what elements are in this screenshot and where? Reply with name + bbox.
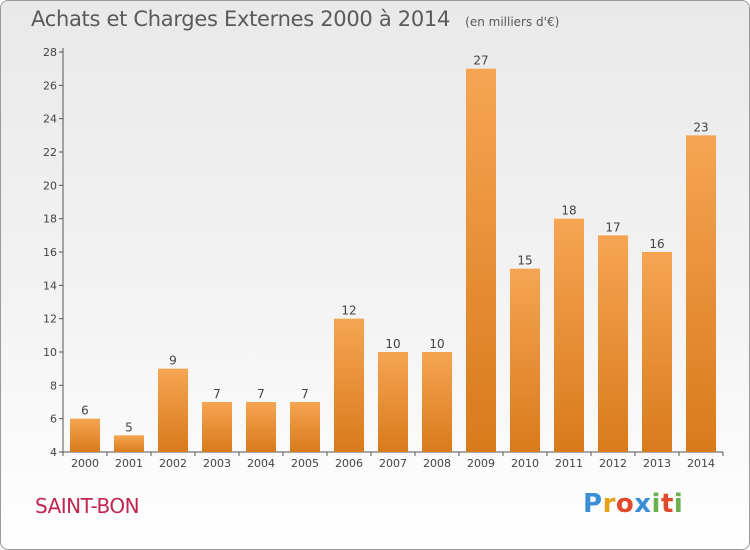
bar	[466, 68, 496, 453]
bar	[114, 435, 144, 452]
bar	[70, 418, 100, 452]
bar	[202, 402, 232, 452]
bar	[422, 352, 452, 452]
value-label: 7	[257, 387, 265, 401]
x-tick-label: 2013	[643, 457, 671, 470]
bar	[378, 352, 408, 452]
x-tick-label: 2002	[159, 457, 187, 470]
bar	[510, 268, 540, 452]
y-tick-label: 8	[50, 379, 57, 392]
x-tick-label: 2012	[599, 457, 627, 470]
x-tick-label: 2009	[467, 457, 495, 470]
value-label: 23	[693, 120, 708, 134]
bar	[554, 218, 584, 452]
value-label: 17	[605, 220, 620, 234]
x-tick-label: 2014	[687, 457, 715, 470]
logo-letter: r	[602, 489, 616, 519]
value-label: 12	[341, 304, 356, 318]
bar	[686, 135, 716, 453]
value-label: 5	[125, 420, 133, 434]
y-tick-label: 20	[43, 179, 57, 192]
x-tick-label: 2010	[511, 457, 539, 470]
value-label: 10	[385, 337, 400, 351]
chart-title: Achats et Charges Externes 2000 à 2014 (…	[31, 7, 559, 31]
x-tick-label: 2008	[423, 457, 451, 470]
logo-letter: P	[583, 489, 603, 519]
value-label: 9	[169, 354, 177, 368]
commune-name: SAINT-BON	[35, 494, 140, 518]
y-tick-label: 26	[43, 79, 57, 92]
bar	[598, 235, 628, 452]
value-label: 7	[213, 387, 221, 401]
y-tick-label: 22	[43, 146, 57, 159]
y-tick-label: 4	[50, 446, 57, 459]
value-label: 15	[517, 254, 532, 268]
y-tick-label: 16	[43, 246, 57, 259]
bar	[642, 252, 672, 452]
value-label: 16	[649, 237, 664, 251]
bar	[158, 368, 188, 452]
value-label: 27	[473, 54, 488, 68]
x-tick-label: 2000	[71, 457, 99, 470]
y-tick-label: 10	[43, 346, 57, 359]
x-tick-label: 2007	[379, 457, 407, 470]
x-tick-label: 2011	[555, 457, 583, 470]
logo-letter: x	[634, 489, 652, 519]
y-tick-label: 28	[43, 46, 57, 59]
logo-letter: t	[660, 489, 674, 519]
y-tick-label: 14	[43, 279, 57, 292]
bar	[334, 318, 364, 452]
logo-letter: i	[673, 489, 684, 519]
x-tick-label: 2004	[247, 457, 275, 470]
value-label: 7	[301, 387, 309, 401]
y-tick-label: 6	[50, 413, 57, 426]
chart-unit-label: (en milliers d'€)	[465, 15, 560, 29]
value-label: 10	[429, 337, 444, 351]
x-tick-label: 2005	[291, 457, 319, 470]
logo-letter: o	[615, 489, 635, 519]
chart-title-text: Achats et Charges Externes 2000 à 2014	[31, 7, 451, 31]
bar	[246, 402, 276, 452]
x-tick-label: 2001	[115, 457, 143, 470]
y-tick-label: 18	[43, 213, 57, 226]
logo-letter: i	[651, 489, 661, 519]
y-tick-label: 24	[43, 113, 57, 126]
x-tick-label: 2006	[335, 457, 363, 470]
bar	[290, 402, 320, 452]
proxiti-logo: Proxiti	[583, 489, 683, 519]
value-label: 18	[561, 204, 576, 218]
y-tick-label: 12	[43, 313, 57, 326]
x-tick-label: 2003	[203, 457, 231, 470]
value-label: 6	[81, 404, 89, 418]
